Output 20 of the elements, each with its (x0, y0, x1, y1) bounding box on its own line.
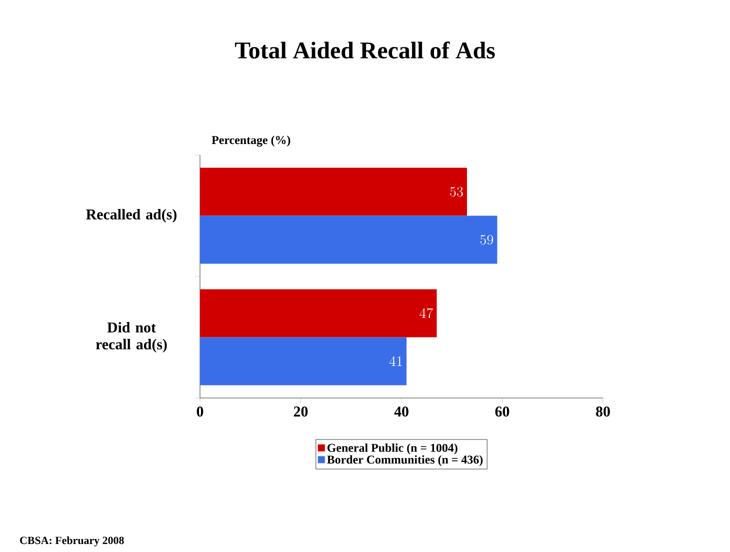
data-label: 59 (480, 234, 494, 245)
x-axis-title: Percentage (%) (212, 136, 290, 147)
bar (200, 337, 407, 386)
x-tick-label: 20 (294, 406, 308, 417)
data-label: 47 (420, 308, 434, 318)
bar (200, 168, 467, 216)
bar (200, 216, 498, 264)
data-label: 41 (389, 356, 402, 366)
y-tick-label: Recalled ad(s) (86, 208, 176, 223)
legend-label: General Public (n = 1004) (327, 443, 458, 454)
x-tick-label: 60 (495, 406, 510, 417)
legend-label: Border Communities (n = 436) (327, 455, 483, 466)
y-tick-label: Did not recall ad(s) (96, 322, 167, 352)
x-tick-label: 80 (596, 406, 610, 417)
x-tick-label: 0 (196, 406, 204, 417)
x-tick-label: 40 (394, 406, 408, 417)
bar (200, 289, 437, 338)
data-label: 53 (450, 186, 463, 197)
text: CBSA: February 2008 (20, 536, 124, 546)
chart-title: Total Aided Recall of Ads (234, 41, 495, 59)
